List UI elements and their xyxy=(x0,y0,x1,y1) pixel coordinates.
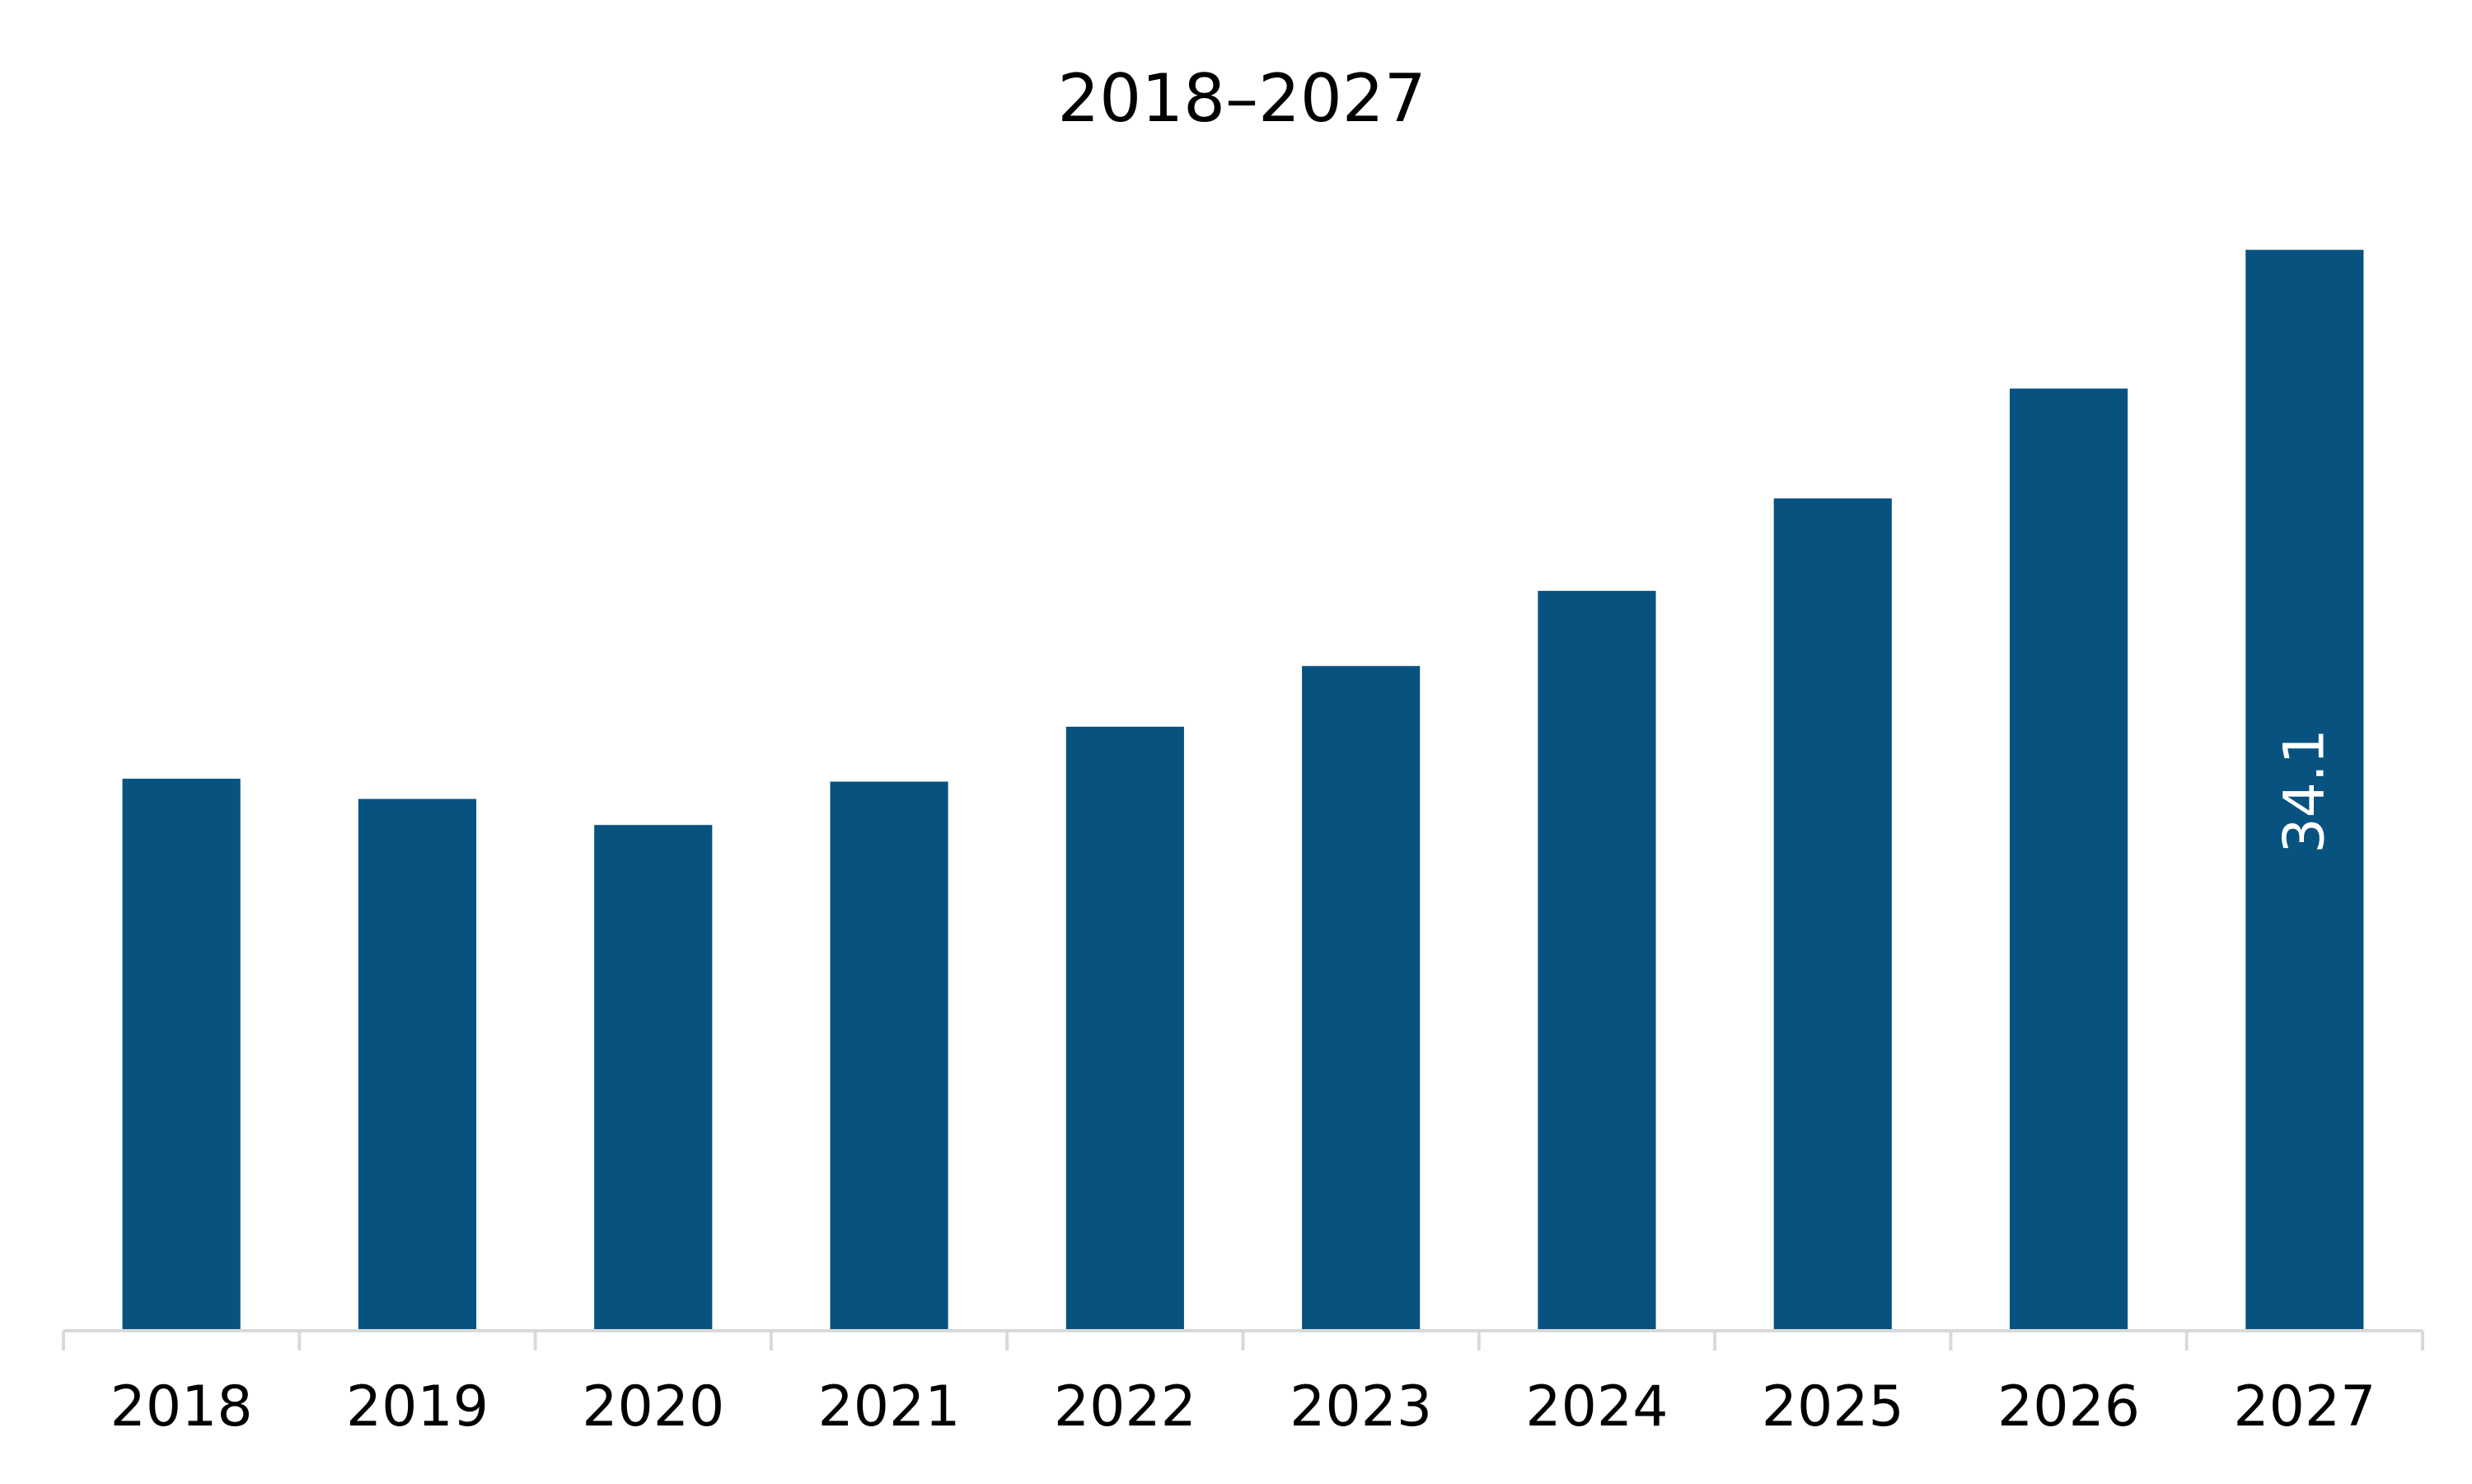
bar-2027 xyxy=(2245,250,2364,1331)
x-tick-label-2027: 2027 xyxy=(2233,1374,2376,1440)
bars-group xyxy=(122,250,2364,1332)
bar-2021 xyxy=(830,781,948,1331)
bar-2020 xyxy=(594,825,713,1331)
chart-title: 2018–2027 xyxy=(1057,60,1426,137)
bar-2022 xyxy=(1065,726,1184,1331)
x-axis xyxy=(62,1329,2424,1351)
x-tick-label-2020: 2020 xyxy=(582,1374,724,1440)
data-label-2027: 34.1 xyxy=(2272,728,2337,853)
x-tick-label-2021: 2021 xyxy=(818,1374,961,1440)
bar-2025 xyxy=(1773,498,1892,1331)
data-labels: 34.1 xyxy=(2272,728,2337,853)
x-tick-labels: 2018 2019 2020 2021 2022 2023 2024 2025 2026 2027 xyxy=(110,1374,2376,1440)
bar-2024 xyxy=(1538,591,1656,1331)
x-tick-label-2019: 2019 xyxy=(346,1374,489,1440)
bar-2023 xyxy=(1302,666,1421,1331)
bar-2026 xyxy=(2009,388,2128,1332)
x-tick-label-2025: 2025 xyxy=(1762,1374,1904,1440)
x-tick-label-2023: 2023 xyxy=(1290,1374,1432,1440)
x-tick-label-2018: 2018 xyxy=(110,1374,253,1440)
bar-2019 xyxy=(358,798,477,1331)
bar-2018 xyxy=(122,779,241,1331)
x-tick-label-2026: 2026 xyxy=(1997,1374,2140,1440)
x-tick-label-2024: 2024 xyxy=(1525,1374,1668,1440)
x-tick-label-2022: 2022 xyxy=(1054,1374,1196,1440)
